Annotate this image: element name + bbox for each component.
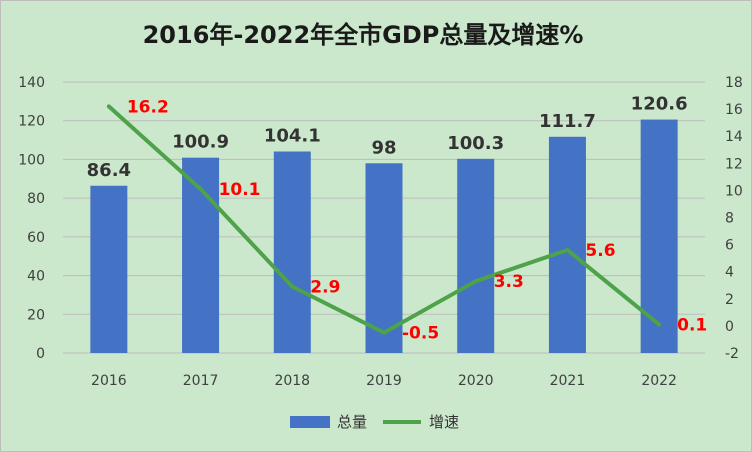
line-value-label: 3.3 <box>494 272 524 292</box>
bar-value-label: 111.7 <box>539 111 596 132</box>
legend: 总量 增速 <box>290 413 459 431</box>
bar-value-label: 100.3 <box>447 133 504 154</box>
right-tick-label: 4 <box>725 265 734 281</box>
left-tick-label: 20 <box>27 307 45 323</box>
x-axis-ticks: 2016 2017 2018 2019 2020 2021 2022 <box>91 373 677 389</box>
left-tick-label: 140 <box>18 75 45 91</box>
right-tick-label: 12 <box>725 156 743 172</box>
bar-series <box>90 119 678 353</box>
left-tick-label: 40 <box>27 269 45 285</box>
bar-data-labels: 86.4 100.9 104.1 98 100.3 111.7 120.6 <box>87 94 688 181</box>
line-value-label: 5.6 <box>585 241 615 261</box>
left-tick-label: 60 <box>27 230 45 246</box>
bar <box>90 185 128 353</box>
right-tick-label: 8 <box>725 211 734 227</box>
line-point <box>106 104 111 109</box>
right-tick-label: 18 <box>725 75 743 91</box>
line-value-label: 0.1 <box>677 316 707 336</box>
line-point <box>290 284 295 289</box>
right-tick-label: 0 <box>725 319 734 335</box>
right-tick-label: 6 <box>725 238 734 254</box>
left-axis-ticks: 0 20 40 60 80 100 120 140 <box>18 75 45 362</box>
line-value-label: 16.2 <box>127 97 169 117</box>
line-data-labels: 16.2 10.1 2.9 -0.5 3.3 5.6 0.1 <box>127 97 707 343</box>
bar-value-label: 104.1 <box>264 125 321 146</box>
bar-value-label: 98 <box>371 137 396 158</box>
x-tick-label: 2019 <box>366 373 402 389</box>
right-tick-label: 10 <box>725 183 743 199</box>
x-tick-label: 2021 <box>550 373 586 389</box>
line-point <box>565 248 570 253</box>
line-value-label: 10.1 <box>219 180 261 200</box>
chart-title: 2016年-2022年全市GDP总量及增速% <box>143 21 584 49</box>
line-series <box>106 104 662 335</box>
left-tick-label: 120 <box>18 114 45 130</box>
left-tick-label: 80 <box>27 191 45 207</box>
line-point <box>473 279 478 284</box>
bar-value-label: 86.4 <box>87 160 131 181</box>
x-tick-label: 2018 <box>274 373 310 389</box>
right-tick-label: 16 <box>725 102 743 118</box>
bar <box>640 119 678 353</box>
line-value-label: -0.5 <box>402 324 439 344</box>
bar-value-label: 120.6 <box>631 94 688 115</box>
x-tick-label: 2022 <box>641 373 677 389</box>
x-tick-label: 2020 <box>458 373 494 389</box>
legend-swatch-bar <box>290 416 330 428</box>
bar <box>273 151 311 353</box>
bar <box>548 136 586 353</box>
line-point <box>382 330 386 335</box>
bar <box>365 163 403 353</box>
left-tick-label: 100 <box>18 152 45 168</box>
line-value-label: 2.9 <box>310 278 340 298</box>
legend-label-bar: 总量 <box>337 413 367 431</box>
right-tick-label: -2 <box>725 346 739 362</box>
right-tick-label: 2 <box>725 292 734 308</box>
x-tick-label: 2017 <box>183 373 219 389</box>
right-tick-label: 14 <box>725 129 743 145</box>
legend-label-line: 增速 <box>429 413 459 431</box>
line-point <box>657 322 662 327</box>
line-point <box>198 187 203 192</box>
bar <box>457 158 495 353</box>
x-tick-label: 2016 <box>91 373 127 389</box>
right-axis-ticks: -2 0 2 4 6 8 10 12 14 16 18 <box>725 75 743 362</box>
left-tick-label: 0 <box>36 346 45 362</box>
bar-value-label: 100.9 <box>172 132 229 153</box>
